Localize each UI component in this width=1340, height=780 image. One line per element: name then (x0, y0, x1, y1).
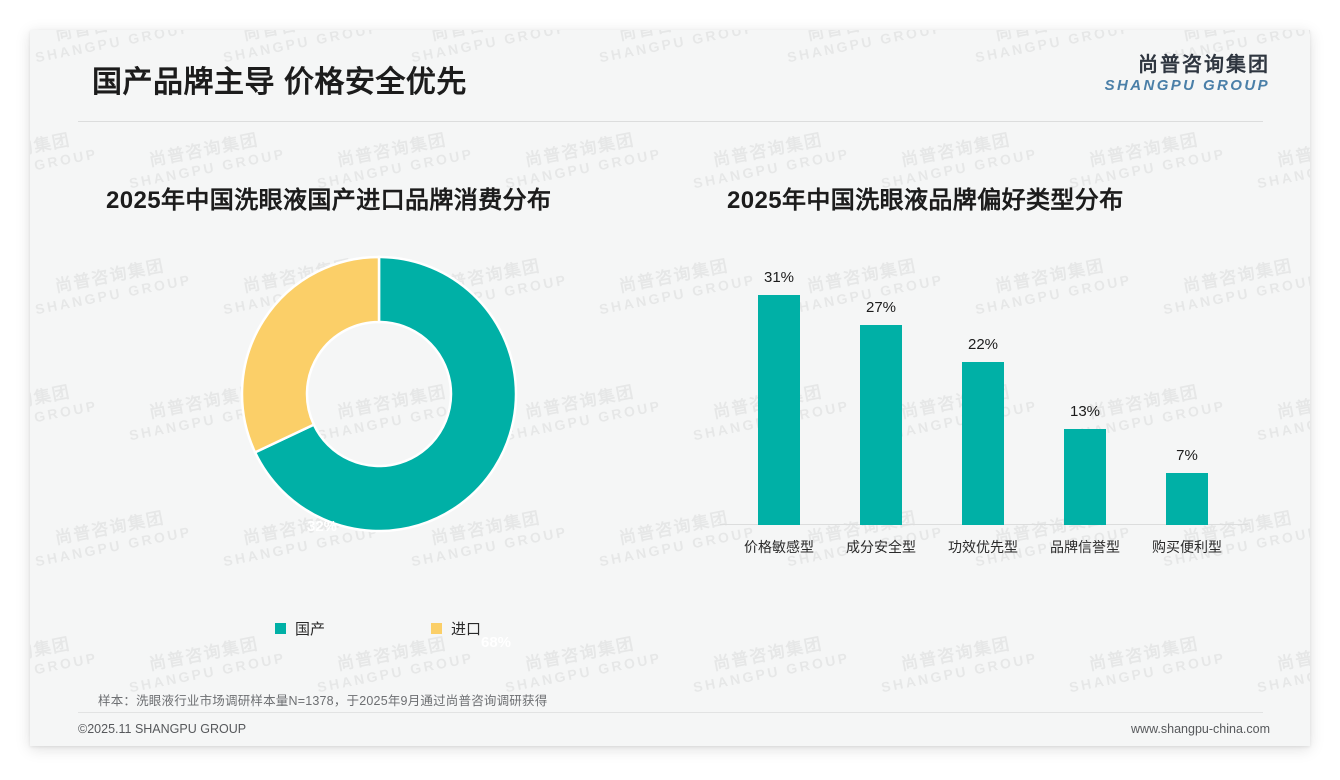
bar-column[interactable]: 27% (830, 299, 932, 525)
bar-column[interactable]: 31% (728, 269, 830, 525)
bar-chart-panel: 2025年中国洗眼液品牌偏好类型分布 31% 价格敏感型 27% 成分安全型 22% 功效… (702, 180, 1282, 650)
donut-chart-title: 2025年中国洗眼液国产进口品牌消费分布 (106, 187, 552, 214)
legend-label-jinkou: 进口 (451, 621, 482, 638)
legend-label-guochan: 国产 (294, 621, 325, 638)
bar-chart: 31% 价格敏感型 27% 成分安全型 22% 功效优先型 13% 品牌信誉型 7% 购买便利型 (720, 243, 1260, 573)
bar-rect[interactable] (962, 361, 1004, 525)
bar-category-label: 成分安全型 (846, 539, 916, 555)
slide-footer: ©2025.11 SHANGPU GROUP www.shangpu-china… (30, 713, 1310, 746)
bar-value-label: 31% (763, 269, 795, 287)
company-logo: 尚普咨询集团 SHANGPU GROUP (1105, 54, 1270, 95)
legend-item-jinkou: 进口 (431, 618, 481, 639)
bar-value-label: 13% (1069, 402, 1101, 420)
bar-rect[interactable] (758, 295, 800, 525)
bar-rect[interactable] (1064, 428, 1106, 525)
donut-value-label-jinkou: 32% (307, 518, 338, 535)
bar-chart-title: 2025年中国洗眼液品牌偏好类型分布 (727, 187, 1124, 214)
donut-slice-进口[interactable] (240, 255, 381, 454)
donut-chart (78, 251, 678, 581)
bar-category-label: 价格敏感型 (744, 539, 814, 555)
bar-rect[interactable] (1166, 473, 1208, 525)
page-title: 国产品牌主导 价格安全优先 (92, 66, 467, 99)
donut-svg (240, 255, 518, 533)
bar-rect[interactable] (860, 324, 902, 525)
bar-category-label: 品牌信誉型 (1050, 539, 1120, 555)
donut-chart-panel: 2025年中国洗眼液国产进口品牌消费分布 68% 32% 国产 进口 (78, 180, 678, 651)
slide-header: 国产品牌主导 价格安全优先 尚普咨询集团 SHANGPU GROUP (30, 30, 1310, 122)
footer-copyright: ©2025.11 SHANGPU GROUP (78, 722, 247, 736)
header-divider (78, 121, 1263, 122)
bar-column[interactable]: 22% (932, 336, 1034, 525)
bar-column[interactable]: 13% (1034, 403, 1136, 525)
donut-legend: 国产 进口 (78, 618, 678, 639)
bar-column[interactable]: 7% (1136, 447, 1238, 525)
logo-chinese-text: 尚普咨询集团 (1138, 54, 1270, 76)
legend-swatch-icon-jinkou (431, 623, 442, 634)
footer-divider (78, 712, 1263, 713)
donut-value-label-guochan: 68% (481, 634, 512, 651)
legend-item-guochan: 国产 (274, 618, 325, 639)
bar-category-label: 功效优先型 (948, 539, 1018, 555)
bar-value-label: 22% (967, 335, 999, 353)
donut-slice-国产[interactable] (253, 255, 518, 533)
bar-category-label: 购买便利型 (1152, 539, 1222, 555)
bar-value-label: 7% (1176, 447, 1198, 465)
bar-value-label: 27% (865, 298, 897, 316)
logo-english-text: SHANGPU GROUP (1104, 77, 1270, 94)
sample-footnote: 样本：洗眼液行业市场调研样本量N=1378，于2025年9月通过尚普咨询调研获得 (98, 694, 548, 708)
legend-swatch-icon-guochan (274, 623, 286, 634)
footer-website: www.shangpu-china.com (1131, 722, 1270, 736)
